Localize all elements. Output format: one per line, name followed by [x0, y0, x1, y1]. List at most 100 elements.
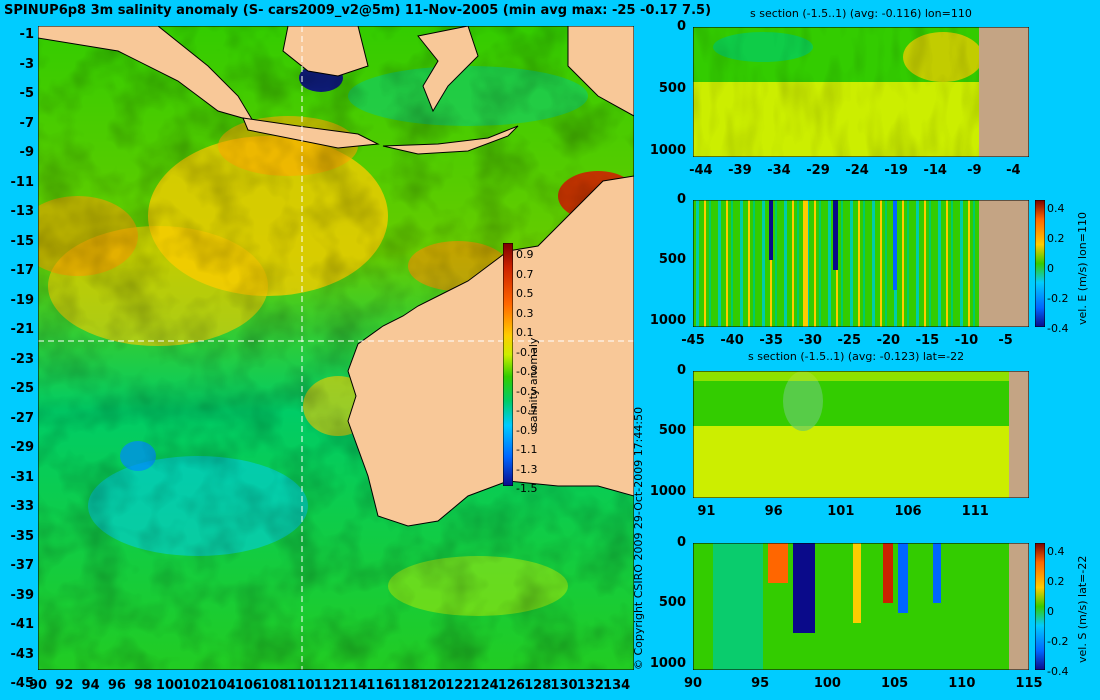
colorbar-tick-label: 0.7 — [516, 267, 534, 281]
section-x-tick-label: 110 — [948, 676, 976, 691]
section-y-tick-label: 500 — [658, 423, 686, 439]
section-x-tick-label: 111 — [961, 504, 989, 519]
map-x-tick-label: 96 — [107, 678, 126, 693]
section-land-mask — [979, 200, 1029, 327]
map-y-tick-label: -13 — [10, 204, 35, 219]
velocity-colorbar-tick-label: -0.4 — [1047, 322, 1069, 335]
section-y-tick-label: 0 — [676, 363, 686, 378]
map-x-tick-label: 100 — [155, 678, 184, 693]
map-x-tick-label: 124 — [471, 678, 499, 693]
section-y-tick-label: 0 — [676, 535, 686, 550]
map-x-tick-label: 90 — [28, 678, 48, 693]
velocity-south-section[interactable] — [693, 543, 1029, 670]
copyright-text: © Copyright CSIRO 2009 29-Oct-2009 17:44… — [632, 406, 645, 670]
section-land-mask — [1009, 543, 1029, 670]
section-land-mask — [1009, 371, 1029, 498]
map-x-tick-label: 104 — [208, 678, 236, 693]
section-x-tick-label: -20 — [876, 333, 901, 348]
map-y-tick-label: -5 — [19, 86, 34, 101]
section-x-tick-label: 91 — [697, 504, 716, 519]
section-y-tick-label: 0 — [676, 192, 686, 207]
map-y-tick-label: -1 — [19, 27, 34, 42]
velocity-colorbar-1 — [1035, 200, 1045, 327]
section-x-tick-label: -4 — [1006, 163, 1021, 178]
salinity-colorbar — [503, 243, 513, 486]
velocity-colorbar-tick-label: 0.4 — [1047, 202, 1065, 215]
section-x-tick-label: 90 — [683, 676, 703, 691]
section-x-tick-label: -15 — [915, 333, 940, 348]
colorbar-tick-label: 0.3 — [516, 306, 534, 320]
map-y-tick-label: -19 — [10, 292, 35, 308]
map-x-tick-label: 98 — [134, 678, 153, 693]
map-y-tick-label: -31 — [10, 469, 35, 485]
svg-text:salinity anomaly: salinity anomaly — [527, 337, 540, 428]
section-x-tick-label: -30 — [798, 333, 822, 348]
section3-title: s section (-1.5..1) (avg: -0.123) lat=-2… — [748, 350, 965, 363]
velocity-colorbar-tick-label: -0.2 — [1047, 292, 1069, 305]
new-guinea-land — [567, 26, 634, 117]
map-x-tick-label: 126 — [497, 678, 525, 693]
section-y-tick-label: 1000 — [649, 655, 686, 671]
section-y-tick-label: 500 — [658, 595, 686, 611]
map-x-tick-label: 108 — [261, 678, 289, 693]
map-y-tick-label: -9 — [19, 145, 34, 160]
map-x-tick-label: 112 — [313, 678, 341, 693]
map-x-tick-label: 120 — [418, 678, 447, 693]
section-x-tick-label: 106 — [894, 504, 922, 519]
velocity-east-section[interactable] — [693, 200, 1029, 327]
section-x-tick-label: -40 — [720, 333, 744, 348]
section1-title: s section (-1.5..1) (avg: -0.116) lon=11… — [750, 7, 972, 20]
map-y-tick-label: -15 — [10, 233, 35, 249]
section-y-tick-label: 500 — [658, 80, 686, 96]
colorbar-tick-label: 0.1 — [516, 326, 534, 339]
section-y-tick-label: 1000 — [649, 483, 686, 499]
map-x-tick-label: 132 — [576, 678, 604, 693]
borneo-land — [282, 26, 369, 77]
salinity-section-lon[interactable] — [693, 27, 1029, 157]
map-x-tick-label: 130 — [550, 678, 578, 693]
section-x-tick-label: 100 — [813, 676, 841, 691]
map-y-tick-label: -43 — [10, 646, 35, 662]
section-x-tick-label: -34 — [767, 163, 791, 178]
map-y-tick-label: -11 — [10, 174, 35, 190]
velocity-colorbar-2-label: vel. S (m/s) lat=-22 — [1076, 556, 1089, 663]
map-y-tick-label: -29 — [10, 440, 35, 455]
salinity-map[interactable] — [38, 26, 634, 670]
colorbar-tick-label: -0.1 — [516, 345, 538, 359]
map-x-tick-label: 92 — [55, 678, 74, 693]
section-x-tick-label: -25 — [837, 333, 862, 348]
section-x-tick-label: -5 — [998, 333, 1013, 348]
velocity-colorbar-tick-label: 0.4 — [1047, 545, 1065, 558]
map-x-tick-label: 114 — [340, 678, 368, 693]
figure-title: SPINUP6p8 3m salinity anomaly (S- cars20… — [4, 3, 712, 18]
sulawesi-land — [417, 26, 479, 113]
velocity-colorbar-tick-label: 0.2 — [1047, 575, 1065, 588]
nusa-tenggara-land — [382, 125, 519, 155]
section-x-tick-label: -44 — [689, 163, 713, 178]
section-x-tick-label: 95 — [751, 676, 770, 691]
colorbar-tick-label: -1.1 — [516, 443, 538, 456]
velocity-colorbar-tick-label: 0.2 — [1047, 232, 1065, 245]
map-y-tick-label: -7 — [19, 115, 34, 131]
section-x-tick-label: -19 — [884, 163, 908, 178]
section-x-tick-label: -45 — [681, 333, 705, 348]
map-y-tick-label: -21 — [10, 322, 35, 337]
map-y-tick-label: -45 — [10, 676, 35, 691]
colorbar-label: salinity anomaly — [527, 337, 540, 428]
colorbar-tick-label: 0.9 — [516, 248, 534, 261]
colorbar-tick-label: -1.5 — [516, 482, 538, 495]
map-y-tick-label: -37 — [10, 558, 35, 573]
section-x-tick-label: 115 — [1015, 676, 1043, 691]
section-x-tick-label: -35 — [759, 333, 783, 348]
section-x-tick-label: -29 — [806, 163, 830, 178]
map-x-tick-label: 94 — [81, 678, 100, 693]
section-x-tick-label: -39 — [728, 163, 752, 178]
svg-text:vel. S (m/s) lat=-22: vel. S (m/s) lat=-22 — [1076, 556, 1089, 663]
section-y-tick-label: 1000 — [649, 312, 686, 328]
colorbar-tick-label: -0.3 — [516, 365, 538, 378]
section-y-tick-label: 500 — [658, 252, 686, 268]
map-x-tick-label: 102 — [182, 678, 210, 693]
section-x-tick-label: -24 — [845, 163, 869, 178]
section-x-tick-label: 105 — [881, 676, 909, 691]
salinity-section-lat[interactable] — [693, 371, 1029, 498]
